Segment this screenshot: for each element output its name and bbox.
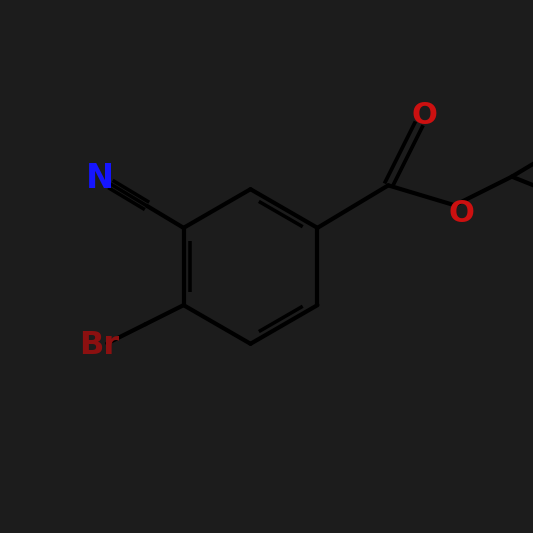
Text: O: O	[411, 101, 438, 130]
Text: Br: Br	[79, 330, 119, 361]
Text: N: N	[86, 162, 114, 195]
Text: O: O	[448, 199, 474, 228]
